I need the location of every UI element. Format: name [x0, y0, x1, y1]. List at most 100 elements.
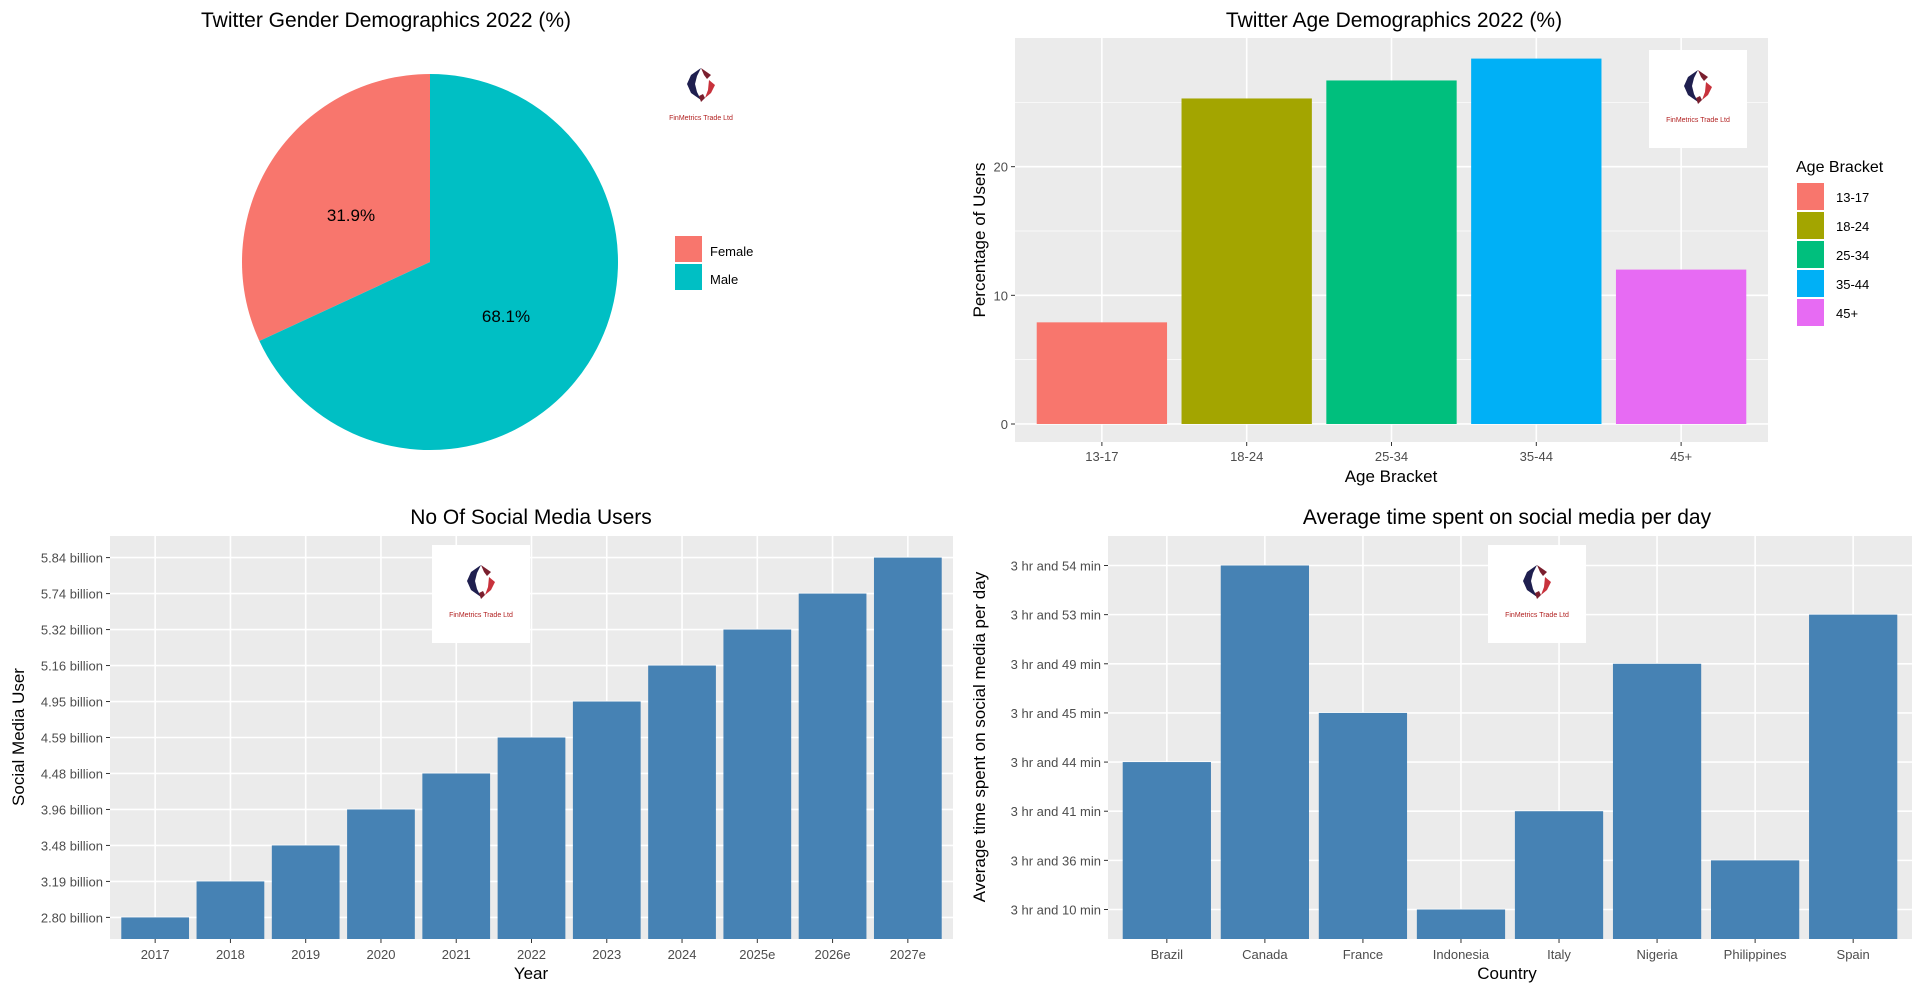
- y-tick-label: 4.48 billion: [41, 766, 103, 781]
- y-tick-label: 3 hr and 41 min: [1011, 804, 1101, 819]
- y-tick-label: 4.95 billion: [41, 695, 103, 710]
- x-tick-label: Indonesia: [1433, 947, 1490, 962]
- y-tick-label: 5.32 billion: [41, 623, 103, 638]
- y-tick-label: 3 hr and 45 min: [1011, 706, 1101, 721]
- users-bar-2020: [347, 809, 415, 939]
- watermark-logo-age: FinMetrics Trade Ltd: [1649, 50, 1747, 148]
- time-bar-Italy: [1514, 811, 1604, 939]
- logo-top-petal: [1698, 70, 1708, 81]
- age-legend-key-13-17: [1797, 183, 1824, 210]
- y-tick-label: 3 hr and 44 min: [1011, 755, 1101, 770]
- x-tick-label: 13-17: [1085, 449, 1118, 464]
- age-bar-45+: [1615, 269, 1747, 424]
- logo-right-petal: [705, 80, 715, 98]
- pie-slice-male: [259, 73, 618, 451]
- logo-right-petal: [485, 577, 495, 595]
- age-legend-key-18-24: [1797, 212, 1824, 239]
- age-legend-key-25-34: [1797, 241, 1824, 268]
- age-x-axis-title: Age Bracket: [1345, 467, 1438, 486]
- logo-right-petal: [1702, 82, 1712, 100]
- gender-pie-chart: Twitter Gender Demographics 2022 (%) 31.…: [201, 9, 753, 451]
- age-bars: [1036, 58, 1747, 424]
- users-bar-2022: [497, 737, 566, 939]
- legend-label-female: Female: [710, 244, 753, 259]
- y-tick-label: 3.96 billion: [41, 802, 103, 817]
- age-bar-35-44: [1471, 58, 1602, 424]
- age-bar-chart: Twitter Age Demographics 2022 (%) 01020 …: [970, 9, 1884, 486]
- logo-top-petal: [481, 565, 491, 576]
- logo-bottom-petal: [1535, 591, 1541, 599]
- pie-label-female: 31.9%: [327, 206, 375, 225]
- time-bar-Philippines: [1711, 860, 1800, 939]
- age-x-axis-ticks: 13-17 18-24 25-34 35-44 45+: [1085, 442, 1692, 464]
- users-bar-2021: [422, 773, 491, 939]
- time-bars: [1122, 565, 1898, 939]
- time-chart-title: Average time spent on social media per d…: [1303, 506, 1712, 529]
- x-tick-label: 18-24: [1230, 449, 1263, 464]
- logo-icon: [1523, 565, 1551, 599]
- time-bar-Brazil: [1122, 762, 1211, 939]
- x-tick-label: France: [1343, 947, 1383, 962]
- time-bar-Nigeria: [1612, 663, 1702, 939]
- logo-right-petal: [1541, 577, 1551, 595]
- logo-left-petal: [467, 565, 481, 597]
- pie-label-male: 68.1%: [482, 307, 530, 326]
- y-tick-label: 3.48 billion: [41, 838, 103, 853]
- x-tick-label: Canada: [1242, 947, 1288, 962]
- time-bar-France: [1318, 712, 1408, 939]
- y-tick-label: 3 hr and 36 min: [1011, 853, 1101, 868]
- logo-bottom-petal: [479, 591, 485, 599]
- legend-label-male: Male: [710, 272, 738, 287]
- x-tick-label: 35-44: [1520, 449, 1553, 464]
- x-tick-label: 2022: [517, 947, 546, 962]
- age-y-axis-ticks: 0 10 20: [994, 160, 1015, 432]
- y-tick-label: 5.84 billion: [41, 551, 103, 566]
- gender-chart-title: Twitter Gender Demographics 2022 (%): [201, 9, 571, 32]
- watermark-text: FinMetrics Trade Ltd: [669, 115, 733, 122]
- x-tick-label: Philippines: [1724, 947, 1787, 962]
- legend-key-female: [675, 236, 702, 262]
- time-bar-chart: Average time spent on social media per d…: [970, 506, 1912, 983]
- age-chart-title: Twitter Age Demographics 2022 (%): [1226, 9, 1562, 32]
- watermark-text: FinMetrics Trade Ltd: [449, 612, 513, 619]
- users-bar-2018: [196, 881, 265, 939]
- age-legend-title: Age Bracket: [1796, 159, 1884, 176]
- y-tick-label: 3 hr and 10 min: [1011, 903, 1101, 918]
- users-x-axis-title: Year: [514, 964, 549, 983]
- y-tick-label: 4.59 billion: [41, 731, 103, 746]
- x-tick-label: 2027e: [890, 947, 926, 962]
- time-bar-Canada: [1220, 565, 1309, 939]
- users-bar-2017: [121, 917, 190, 939]
- watermark-logo-users: FinMetrics Trade Ltd: [432, 545, 530, 643]
- watermark-logo-gender: FinMetrics Trade Ltd: [669, 68, 733, 122]
- y-tick-label: 3.19 billion: [41, 874, 103, 889]
- x-tick-label: 25-34: [1375, 449, 1408, 464]
- time-x-axis-title: Country: [1477, 964, 1537, 983]
- logo-top-petal: [1537, 565, 1547, 576]
- logo-left-petal: [687, 68, 701, 100]
- users-y-axis-title: Social Media User: [9, 668, 28, 806]
- users-bar-2024: [648, 665, 716, 939]
- age-legend-label: 45+: [1836, 306, 1858, 321]
- age-bar-13-17: [1036, 322, 1168, 424]
- logo-top-petal: [701, 68, 711, 79]
- y-tick-label: 2.80 billion: [41, 910, 103, 925]
- age-bar-18-24: [1181, 98, 1312, 424]
- time-bar-Indonesia: [1416, 909, 1506, 939]
- age-legend: Age Bracket 13-17 18-24 25-34 35-44 45+: [1796, 159, 1884, 326]
- time-y-axis-ticks: 3 hr and 10 min 3 hr and 36 min 3 hr and 4…: [1011, 558, 1108, 918]
- age-legend-key-45+: [1797, 299, 1824, 326]
- x-tick-label: 2023: [592, 947, 621, 962]
- gender-legend: Female Male: [675, 236, 753, 290]
- age-legend-label: 25-34: [1836, 248, 1869, 263]
- age-legend-label: 13-17: [1836, 190, 1869, 205]
- users-bar-2026e: [798, 593, 867, 939]
- y-tick-label: 3 hr and 54 min: [1011, 558, 1101, 573]
- logo-left-petal: [1523, 565, 1537, 597]
- users-bar-2023: [572, 701, 641, 939]
- watermark-logo-time: FinMetrics Trade Ltd: [1488, 545, 1586, 643]
- x-tick-label: 2018: [216, 947, 245, 962]
- users-x-axis-ticks: 2017 2018 2019 2020 2021 2022 2023 2024 2025e 202…: [141, 939, 926, 962]
- y-tick-label: 3 hr and 53 min: [1011, 608, 1101, 623]
